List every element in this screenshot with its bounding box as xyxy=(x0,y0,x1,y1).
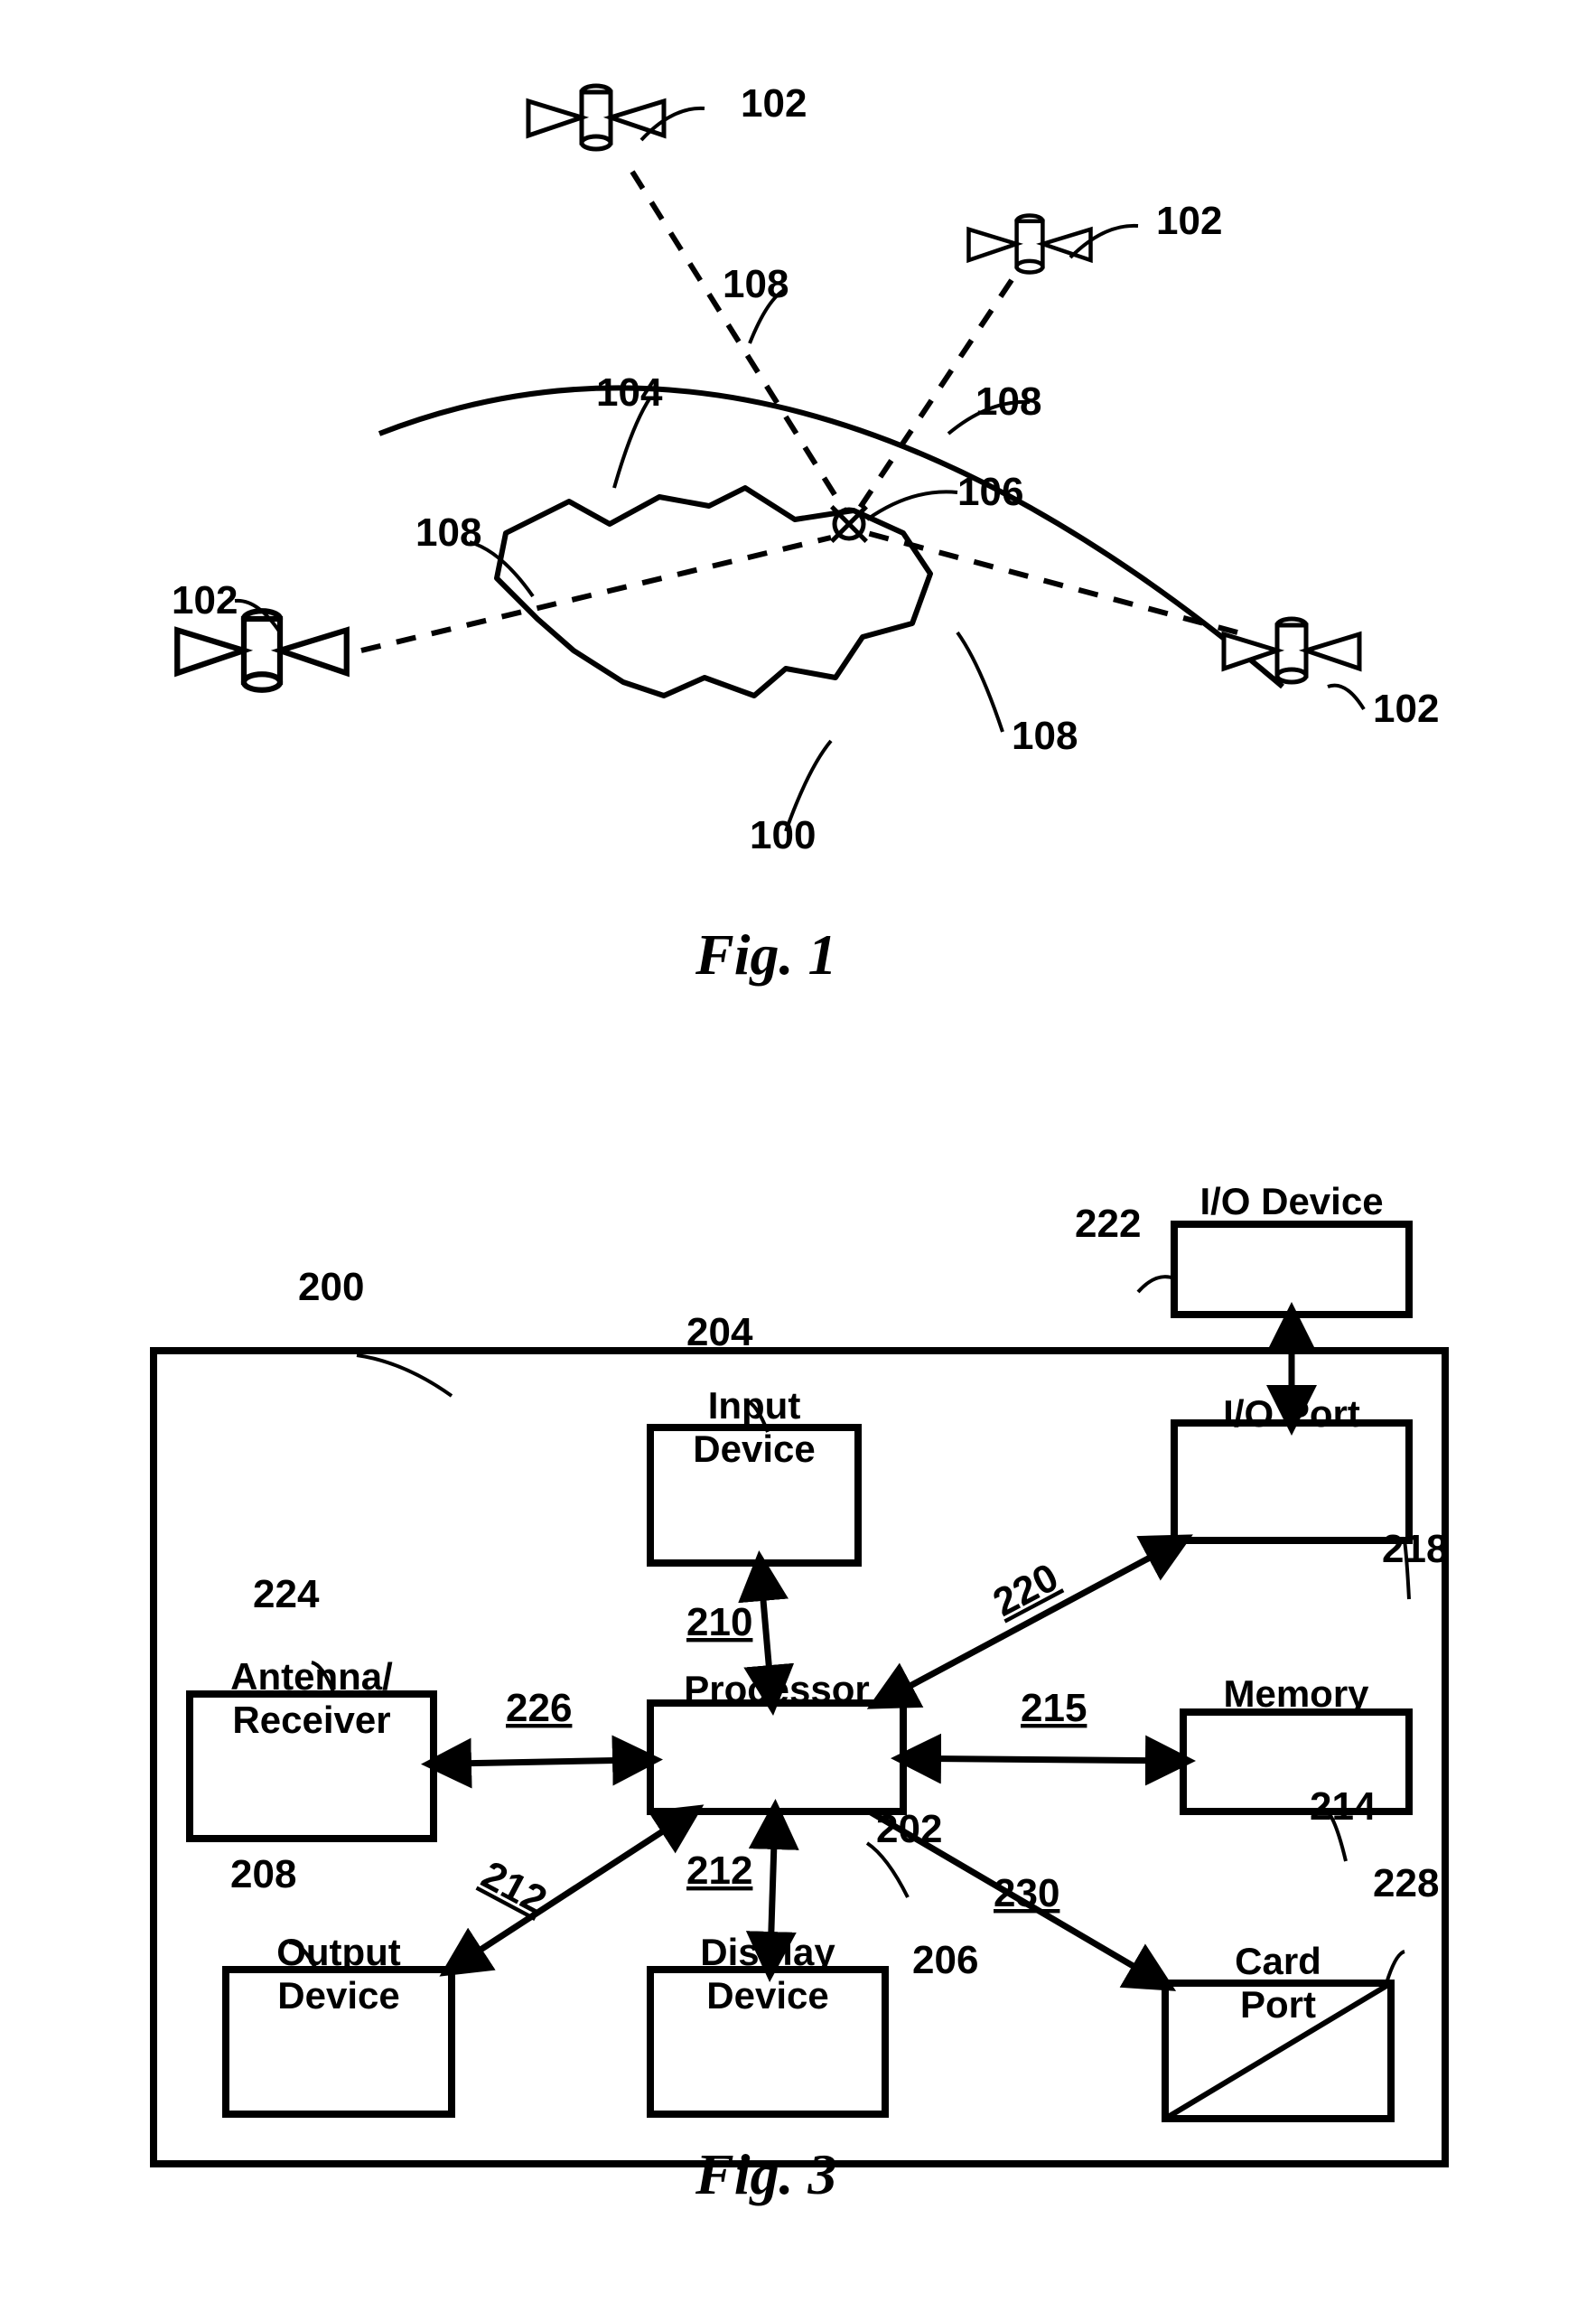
box-display: Display Device xyxy=(650,1902,885,2046)
ref-label: 214 xyxy=(1310,1784,1376,1830)
ref-label: 102 xyxy=(1373,687,1439,732)
ref-label: 102 xyxy=(1156,199,1222,244)
svg-text:215: 215 xyxy=(1021,1686,1087,1730)
ref-label: 108 xyxy=(723,262,789,307)
ref-label: 106 xyxy=(957,470,1023,515)
box-io_port: I/O Port xyxy=(1174,1355,1409,1473)
ref-label: 200 xyxy=(298,1265,364,1310)
ref-label: 218 xyxy=(1382,1527,1448,1572)
ref-label: 204 xyxy=(686,1310,752,1355)
svg-text:226: 226 xyxy=(506,1686,572,1730)
svg-text:220: 220 xyxy=(986,1555,1066,1625)
ref-label: 108 xyxy=(1012,714,1078,759)
ref-label: 108 xyxy=(975,379,1041,425)
ref-label: 100 xyxy=(750,813,816,858)
fig1-svg xyxy=(0,0,1596,949)
ref-label: 108 xyxy=(415,510,481,556)
ref-label: 208 xyxy=(230,1852,296,1897)
box-antenna: Antenna/ Receiver xyxy=(190,1626,434,1771)
page: 102 102 102 102 108 108 108 108 104 106 100 Fig. 1… xyxy=(0,0,1596,2312)
svg-text:230: 230 xyxy=(994,1871,1059,1915)
box-input: Input Device xyxy=(650,1360,858,1495)
box-memory: Memory xyxy=(1183,1644,1409,1744)
ref-label: 224 xyxy=(253,1572,319,1617)
ref-label: 202 xyxy=(876,1807,942,1852)
box-card: Card Port xyxy=(1165,1915,1391,2051)
box-output: Output Device xyxy=(226,1902,452,2046)
ref-label: 228 xyxy=(1373,1861,1439,1906)
ref-label: 102 xyxy=(172,578,238,623)
ref-label: 104 xyxy=(596,370,662,416)
ref-label: 102 xyxy=(741,81,807,126)
fig1-caption: Fig. 1 xyxy=(695,922,836,988)
box-io_device: I/O Device xyxy=(1174,1156,1409,1247)
svg-text:212: 212 xyxy=(686,1849,752,1893)
fig3-caption: Fig. 3 xyxy=(695,2141,836,2208)
ref-label: 206 xyxy=(912,1938,978,1983)
box-processor: Processor xyxy=(650,1635,903,1744)
ref-label: 222 xyxy=(1075,1202,1141,1247)
